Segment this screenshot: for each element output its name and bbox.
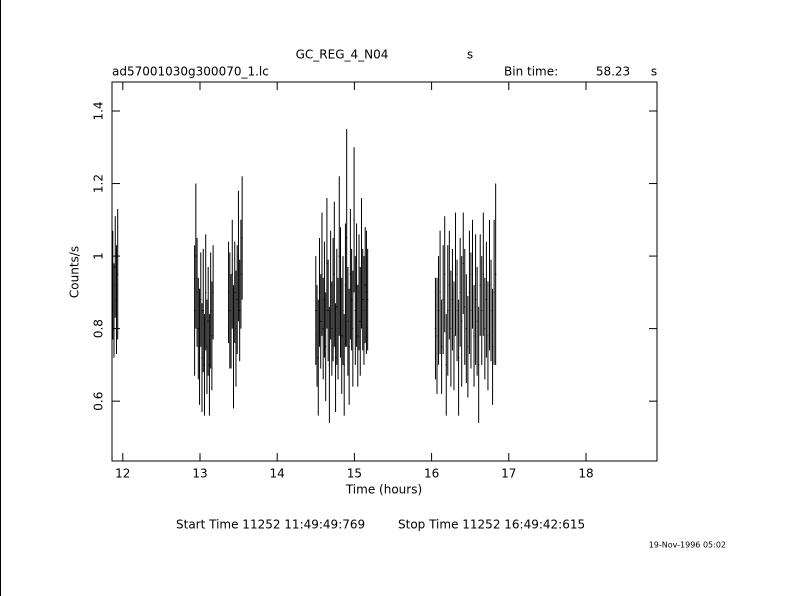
timestamp: 19-Nov-1996 05:02 <box>649 541 726 550</box>
x-tick-label: 18 <box>578 467 593 481</box>
y-tick-label: 1.4 <box>92 101 106 120</box>
x-tick-label: 16 <box>424 467 439 481</box>
x-tick-label: 14 <box>270 467 285 481</box>
x-tick-label: 15 <box>347 467 362 481</box>
y-tick-label: 1.2 <box>92 174 106 193</box>
bin-time: 58.23 <box>596 65 630 79</box>
plot-frame <box>111 81 658 462</box>
y-tick-label: 1 <box>92 252 106 260</box>
y-tick-label: 0.6 <box>92 392 106 411</box>
bin-label: Bin time: <box>504 65 558 79</box>
stop-time: Stop Time 11252 16:49:42:615 <box>398 518 585 532</box>
x-tick-label: 12 <box>115 467 130 481</box>
x-tick-label: 13 <box>192 467 207 481</box>
start-time: Start Time 11252 11:49:49:769 <box>176 518 365 532</box>
x-tick-label: 17 <box>501 467 516 481</box>
y-axis-label: Counts/s <box>68 246 82 298</box>
x-axis-label: Time (hours) <box>345 483 422 497</box>
title-unit: s <box>467 48 473 62</box>
file-name: ad57001030g300070_1.lc <box>112 65 269 79</box>
y-tick-label: 0.8 <box>92 319 106 338</box>
bin-unit: s <box>651 65 657 79</box>
chart-title: GC_REG_4_N04 <box>296 48 389 62</box>
